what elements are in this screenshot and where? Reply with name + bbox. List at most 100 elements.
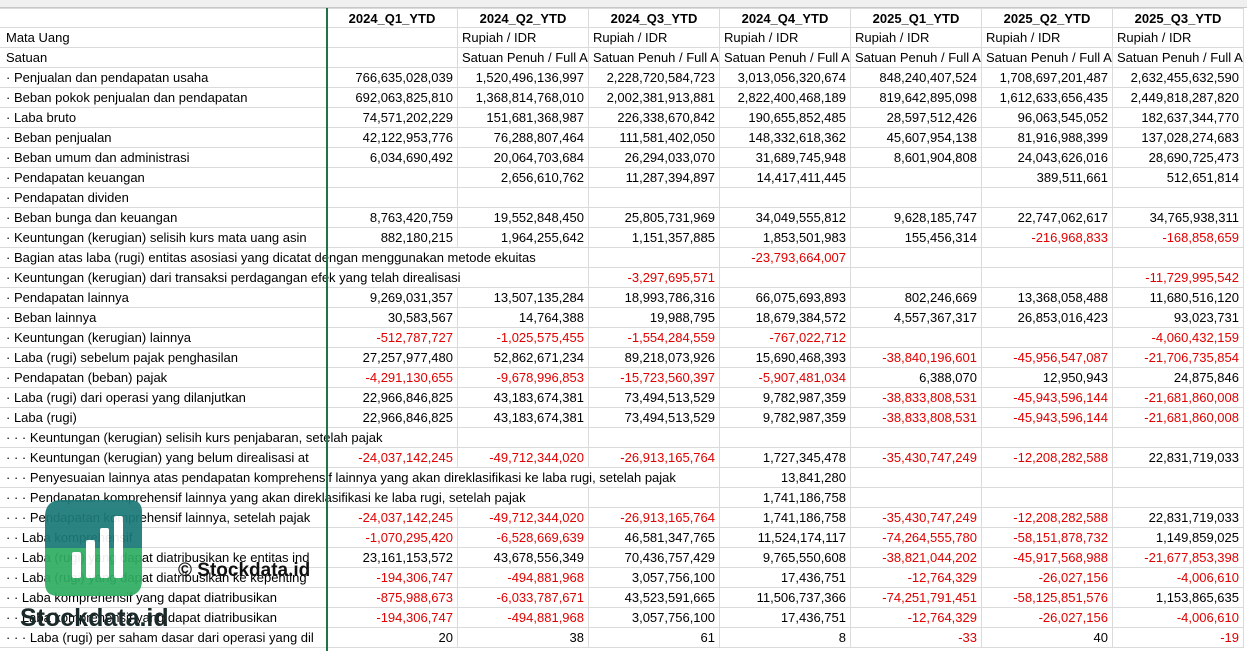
value-cell: 25,805,731,969 — [589, 208, 720, 228]
value-cell: -38,833,808,531 — [851, 408, 982, 428]
empty-cell — [458, 428, 589, 448]
value-cell: 512,651,814 — [1113, 168, 1244, 188]
value-cell: 3,057,756,100 — [589, 568, 720, 588]
value-cell: -4,060,432,159 — [1113, 328, 1244, 348]
value-cell: -58,151,878,732 — [982, 528, 1113, 548]
value-cell: 14,417,411,445 — [720, 168, 851, 188]
value-cell: 9,782,987,359 — [720, 408, 851, 428]
value-cell: Rupiah / IDR — [458, 28, 589, 48]
row-label: · · · Keuntungan (kerugian) selisih kurs… — [0, 428, 387, 447]
header-cell: 2025_Q3_YTD — [1113, 8, 1244, 28]
value-cell: -26,913,165,764 — [589, 508, 720, 528]
value-cell: -168,858,659 — [1113, 228, 1244, 248]
header-cell: 2024_Q4_YTD — [720, 8, 851, 28]
value-cell: -12,208,282,588 — [982, 448, 1113, 468]
row-label: · Beban umum dan administrasi — [0, 148, 194, 167]
value-cell: 73,494,513,529 — [589, 408, 720, 428]
value-cell: -194,306,747 — [327, 568, 458, 588]
value-cell: -12,764,329 — [851, 608, 982, 628]
value-cell: -21,681,860,008 — [1113, 408, 1244, 428]
value-cell: 52,862,671,234 — [458, 348, 589, 368]
empty-cell — [982, 188, 1113, 208]
value-cell: 14,764,388 — [458, 308, 589, 328]
value-cell: 692,063,825,810 — [327, 88, 458, 108]
value-cell: 1,853,501,983 — [720, 228, 851, 248]
empty-cell — [851, 188, 982, 208]
value-cell: 2,822,400,468,189 — [720, 88, 851, 108]
empty-cell — [851, 268, 982, 288]
row-label: · · · Penyesuaian lainnya atas pendapata… — [0, 468, 680, 487]
value-cell: 34,049,555,812 — [720, 208, 851, 228]
header-cell: 2025_Q2_YTD — [982, 8, 1113, 28]
value-cell: 1,151,357,885 — [589, 228, 720, 248]
value-cell: 34,765,938,311 — [1113, 208, 1244, 228]
value-cell: -494,881,968 — [458, 568, 589, 588]
value-cell: 2,656,610,762 — [458, 168, 589, 188]
value-cell: 13,841,280 — [720, 468, 851, 488]
value-cell: 20,064,703,684 — [458, 148, 589, 168]
empty-cell — [1113, 248, 1244, 268]
value-cell: -15,723,560,397 — [589, 368, 720, 388]
row-label: · Penjualan dan pendapatan usaha — [0, 68, 213, 87]
empty-cell — [851, 248, 982, 268]
row-label: · Beban pokok penjualan dan pendapatan — [0, 88, 252, 107]
value-cell: 9,765,550,608 — [720, 548, 851, 568]
value-cell: 22,831,719,033 — [1113, 508, 1244, 528]
empty-cell — [1113, 468, 1244, 488]
row-label: · Bagian atas laba (rugi) entitas asosia… — [0, 248, 540, 267]
empty-cell — [851, 168, 982, 188]
value-cell: -4,006,610 — [1113, 568, 1244, 588]
value-cell: 1,153,865,635 — [1113, 588, 1244, 608]
value-cell: 27,257,977,480 — [327, 348, 458, 368]
empty-cell — [458, 188, 589, 208]
value-cell: -26,913,165,764 — [589, 448, 720, 468]
value-cell: 13,507,135,284 — [458, 288, 589, 308]
value-cell: 155,456,314 — [851, 228, 982, 248]
empty-cell — [1113, 488, 1244, 508]
value-cell: 148,332,618,362 — [720, 128, 851, 148]
value-cell: 17,436,751 — [720, 568, 851, 588]
value-cell: -24,037,142,245 — [327, 448, 458, 468]
value-cell: 73,494,513,529 — [589, 388, 720, 408]
value-cell: 17,436,751 — [720, 608, 851, 628]
empty-cell — [720, 188, 851, 208]
value-cell: 13,368,058,488 — [982, 288, 1113, 308]
empty-cell — [851, 468, 982, 488]
empty-cell — [589, 488, 720, 508]
value-cell: Satuan Penuh / Full A — [589, 48, 720, 68]
value-cell: -26,027,156 — [982, 608, 1113, 628]
value-cell: 22,966,846,825 — [327, 408, 458, 428]
value-cell: 76,288,807,464 — [458, 128, 589, 148]
value-cell: 20 — [327, 628, 458, 648]
empty-cell — [720, 428, 851, 448]
value-cell: 3,057,756,100 — [589, 608, 720, 628]
value-cell: 61 — [589, 628, 720, 648]
value-cell: 43,183,674,381 — [458, 388, 589, 408]
watermark-text: © Stockdata.id — [178, 560, 310, 581]
watermark-brand: Stockdata.id — [20, 604, 169, 632]
row-label: · Keuntungan (kerugian) dari transaksi p… — [0, 268, 465, 287]
empty-cell — [982, 248, 1113, 268]
value-cell: Satuan Penuh / Full A — [1113, 48, 1244, 68]
value-cell: 15,690,468,393 — [720, 348, 851, 368]
value-cell: 9,269,031,357 — [327, 288, 458, 308]
value-cell: -875,988,673 — [327, 588, 458, 608]
value-cell: 882,180,215 — [327, 228, 458, 248]
value-cell: 11,287,394,897 — [589, 168, 720, 188]
value-cell: -58,125,851,576 — [982, 588, 1113, 608]
empty-cell — [327, 188, 458, 208]
value-cell: Rupiah / IDR — [589, 28, 720, 48]
value-cell: 226,338,670,842 — [589, 108, 720, 128]
row-label: · · · Keuntungan (kerugian) yang belum d… — [0, 448, 313, 467]
header-cell: 2024_Q2_YTD — [458, 8, 589, 28]
empty-cell — [1113, 428, 1244, 448]
value-cell: Rupiah / IDR — [982, 28, 1113, 48]
value-cell: -194,306,747 — [327, 608, 458, 628]
value-cell: -494,881,968 — [458, 608, 589, 628]
value-cell: -49,712,344,020 — [458, 448, 589, 468]
value-cell: 1,964,255,642 — [458, 228, 589, 248]
value-cell: 31,689,745,948 — [720, 148, 851, 168]
value-cell: 1,741,186,758 — [720, 488, 851, 508]
row-label: · Pendapatan dividen — [0, 188, 133, 207]
value-cell: 93,023,731 — [1113, 308, 1244, 328]
